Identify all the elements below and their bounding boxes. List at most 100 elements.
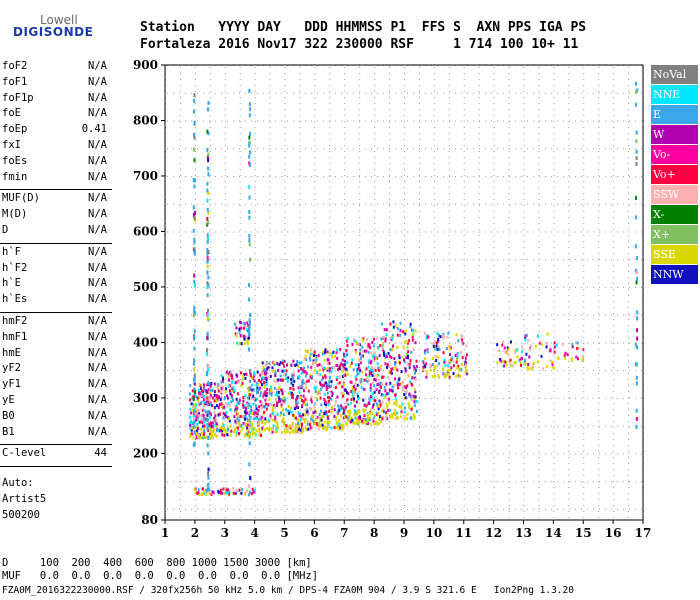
- grid-dot: [374, 265, 376, 266]
- grid-dot: [613, 499, 615, 500]
- grid-dot: [209, 120, 210, 122]
- grid-dot: [463, 409, 465, 410]
- grid-dot: [335, 203, 336, 205]
- echo-point: [294, 423, 297, 427]
- grid-dot: [538, 469, 540, 470]
- grid-dot: [404, 505, 405, 506]
- echo-point: [208, 422, 211, 426]
- echo-point: [338, 365, 341, 369]
- grid-dot: [521, 370, 522, 372]
- grid-dot: [527, 481, 528, 483]
- grid-dot: [478, 133, 480, 134]
- grid-dot: [173, 175, 174, 177]
- grid-dot: [583, 331, 585, 332]
- grid-dot: [568, 187, 570, 188]
- grid-dot: [215, 120, 216, 122]
- grid-dot: [407, 425, 408, 427]
- grid-dot: [521, 148, 522, 150]
- grid-dot: [377, 175, 378, 177]
- grid-dot: [251, 259, 252, 261]
- grid-dot: [284, 235, 286, 236]
- grid-dot: [473, 370, 474, 372]
- grid-dot: [523, 499, 525, 500]
- echo-point: [199, 435, 202, 439]
- grid-dot: [463, 283, 465, 284]
- grid-dot: [448, 415, 450, 416]
- grid-dot: [553, 229, 555, 230]
- grid-dot: [404, 349, 405, 350]
- grid-dot: [523, 85, 525, 86]
- echo-point: [259, 373, 262, 377]
- echo-point: [279, 413, 282, 417]
- grid-dot: [287, 259, 288, 261]
- grid-dot: [404, 253, 405, 254]
- echo-point: [237, 421, 240, 425]
- grid-dot: [395, 370, 396, 372]
- grid-dot: [194, 457, 196, 458]
- grid-dot: [284, 379, 286, 380]
- grid-dot: [179, 499, 181, 500]
- echo-point: [219, 391, 222, 395]
- echo-point: [237, 414, 240, 418]
- grid-dot: [628, 211, 630, 212]
- grid-dot: [503, 231, 504, 233]
- grid-dot: [224, 109, 226, 110]
- echo-point: [291, 363, 294, 367]
- grid-dot: [568, 457, 570, 458]
- grid-dot: [239, 145, 241, 146]
- grid-dot: [179, 481, 181, 482]
- grid-dot: [299, 499, 301, 500]
- grid-dot: [179, 199, 181, 200]
- grid-dot: [448, 307, 450, 308]
- grid-dot: [568, 433, 570, 434]
- grid-dot: [493, 241, 495, 242]
- grid-dot: [568, 295, 570, 296]
- grid-dot: [344, 181, 346, 182]
- grid-dot: [209, 445, 211, 446]
- grid-dot: [299, 319, 301, 320]
- grid-dot: [448, 235, 450, 236]
- grid-dot: [437, 314, 438, 316]
- grid-dot: [305, 286, 306, 288]
- grid-dot: [433, 361, 435, 362]
- echo-point: [302, 417, 305, 421]
- grid-dot: [461, 259, 462, 261]
- echo-point: [259, 399, 262, 403]
- grid-dot: [413, 259, 414, 261]
- grid-dot: [553, 163, 555, 164]
- grid-dot: [553, 397, 555, 398]
- grid-dot: [568, 259, 570, 260]
- grid-dot: [599, 92, 600, 94]
- echo-point: [218, 383, 221, 387]
- grid-dot: [538, 145, 540, 146]
- grid-dot: [449, 314, 450, 316]
- grid-dot: [269, 145, 271, 146]
- grid-dot: [478, 361, 480, 362]
- grid-dot: [269, 73, 271, 74]
- grid-dot: [523, 91, 525, 92]
- grid-dot: [413, 425, 414, 427]
- echo-point: [292, 387, 295, 391]
- param-value: N/A: [88, 107, 107, 120]
- grid-dot: [433, 403, 435, 404]
- grid-dot: [209, 163, 211, 164]
- grid-dot: [478, 295, 480, 296]
- grid-dot: [418, 499, 420, 500]
- grid-dot: [527, 203, 528, 205]
- grid-dot: [389, 205, 391, 206]
- echo-point: [278, 385, 281, 389]
- grid-dot: [563, 148, 564, 150]
- grid-dot: [344, 121, 346, 122]
- grid-dot: [329, 109, 331, 110]
- grid-dot: [374, 511, 376, 512]
- echo-point: [261, 402, 264, 406]
- echo-point: [315, 396, 318, 400]
- grid-dot: [284, 505, 286, 506]
- grid-dot: [374, 445, 376, 446]
- grid-dot: [598, 79, 600, 80]
- grid-dot: [389, 151, 391, 152]
- grid-dot: [299, 508, 300, 510]
- echo-point: [223, 433, 226, 437]
- grid-dot: [583, 463, 585, 464]
- grid-dot: [347, 481, 348, 483]
